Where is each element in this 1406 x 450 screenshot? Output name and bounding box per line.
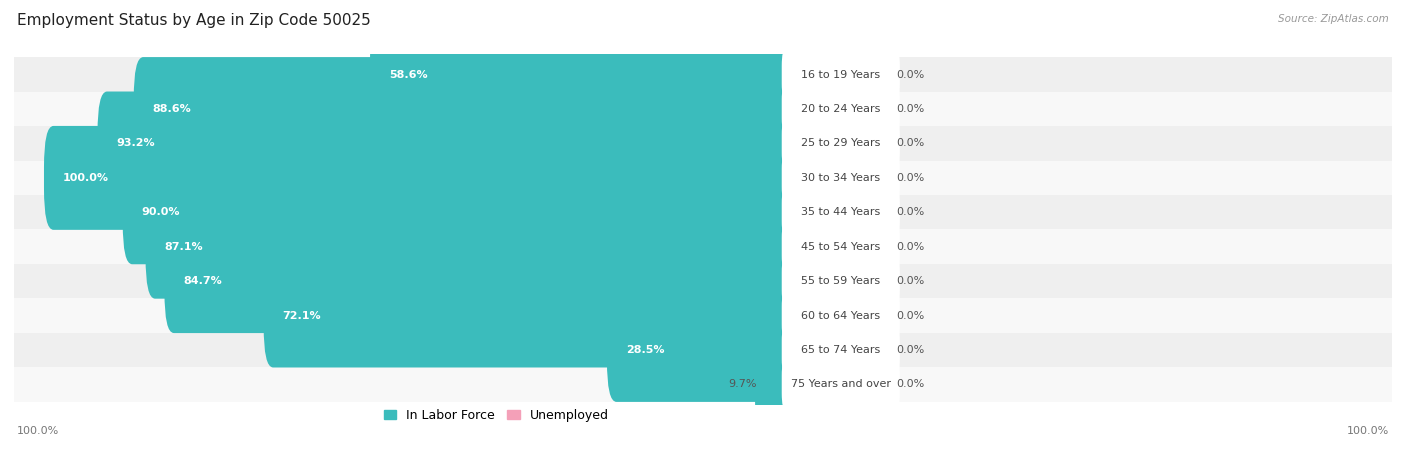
FancyBboxPatch shape [782,117,900,169]
Bar [14,195,1392,230]
Text: 0.0%: 0.0% [896,173,924,183]
Text: 93.2%: 93.2% [117,139,155,148]
FancyBboxPatch shape [831,57,897,161]
Text: 84.7%: 84.7% [183,276,222,286]
FancyBboxPatch shape [146,195,851,299]
Text: 75 Years and over: 75 Years and over [790,379,891,389]
Text: 25 to 29 Years: 25 to 29 Years [801,139,880,148]
FancyBboxPatch shape [782,255,900,307]
Text: 88.6%: 88.6% [153,104,191,114]
Bar [14,58,1392,92]
Text: 55 to 59 Years: 55 to 59 Years [801,276,880,286]
Text: 16 to 19 Years: 16 to 19 Years [801,70,880,80]
Bar [14,367,1392,401]
Text: 45 to 54 Years: 45 to 54 Years [801,242,880,252]
FancyBboxPatch shape [831,264,897,368]
FancyBboxPatch shape [370,22,851,126]
Bar [14,92,1392,126]
Bar [14,298,1392,333]
FancyBboxPatch shape [122,160,851,264]
FancyBboxPatch shape [831,333,897,436]
Text: 0.0%: 0.0% [896,104,924,114]
FancyBboxPatch shape [607,298,851,402]
Text: 0.0%: 0.0% [896,276,924,286]
FancyBboxPatch shape [831,126,897,230]
FancyBboxPatch shape [782,49,900,100]
FancyBboxPatch shape [97,91,851,195]
FancyBboxPatch shape [782,221,900,273]
FancyBboxPatch shape [755,333,851,436]
Text: 100.0%: 100.0% [1347,427,1389,436]
FancyBboxPatch shape [264,264,851,368]
Text: 20 to 24 Years: 20 to 24 Years [801,104,880,114]
FancyBboxPatch shape [44,126,851,230]
FancyBboxPatch shape [782,324,900,376]
FancyBboxPatch shape [782,152,900,204]
Bar [14,333,1392,367]
Bar [14,264,1392,298]
Legend: In Labor Force, Unemployed: In Labor Force, Unemployed [378,404,614,427]
FancyBboxPatch shape [831,160,897,264]
Text: 100.0%: 100.0% [17,427,59,436]
Text: 58.6%: 58.6% [389,70,427,80]
FancyBboxPatch shape [831,229,897,333]
Text: 0.0%: 0.0% [896,345,924,355]
Text: 28.5%: 28.5% [626,345,665,355]
Text: 0.0%: 0.0% [896,139,924,148]
FancyBboxPatch shape [782,83,900,135]
Text: Employment Status by Age in Zip Code 50025: Employment Status by Age in Zip Code 500… [17,14,371,28]
FancyBboxPatch shape [831,195,897,299]
FancyBboxPatch shape [165,229,851,333]
Text: 0.0%: 0.0% [896,207,924,217]
Text: 72.1%: 72.1% [283,310,321,320]
Text: 0.0%: 0.0% [896,310,924,320]
Text: 35 to 44 Years: 35 to 44 Years [801,207,880,217]
Text: 100.0%: 100.0% [63,173,108,183]
FancyBboxPatch shape [831,22,897,126]
FancyBboxPatch shape [782,359,900,410]
Text: 9.7%: 9.7% [728,379,756,389]
FancyBboxPatch shape [831,91,897,195]
Text: 60 to 64 Years: 60 to 64 Years [801,310,880,320]
Text: 30 to 34 Years: 30 to 34 Years [801,173,880,183]
Text: 65 to 74 Years: 65 to 74 Years [801,345,880,355]
Text: 0.0%: 0.0% [896,242,924,252]
Bar [14,230,1392,264]
FancyBboxPatch shape [782,186,900,238]
Text: 87.1%: 87.1% [165,242,202,252]
Text: 90.0%: 90.0% [142,207,180,217]
Bar [14,126,1392,161]
Bar [14,161,1392,195]
Text: 0.0%: 0.0% [896,70,924,80]
FancyBboxPatch shape [134,57,851,161]
FancyBboxPatch shape [782,290,900,342]
Text: 0.0%: 0.0% [896,379,924,389]
FancyBboxPatch shape [831,298,897,402]
Text: Source: ZipAtlas.com: Source: ZipAtlas.com [1278,14,1389,23]
